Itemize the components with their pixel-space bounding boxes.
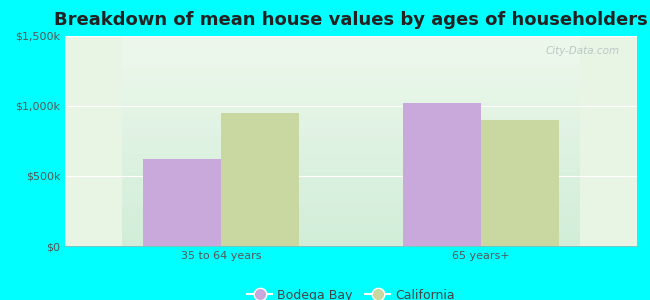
Bar [403, 103, 481, 246]
Bar [221, 113, 299, 246]
Bar [481, 120, 559, 246]
Bar [143, 159, 221, 246]
Legend: Bodega Bay, California: Bodega Bay, California [242, 284, 460, 300]
Title: Breakdown of mean house values by ages of householders: Breakdown of mean house values by ages o… [54, 11, 648, 29]
Text: City-Data.com: City-Data.com [546, 46, 620, 56]
